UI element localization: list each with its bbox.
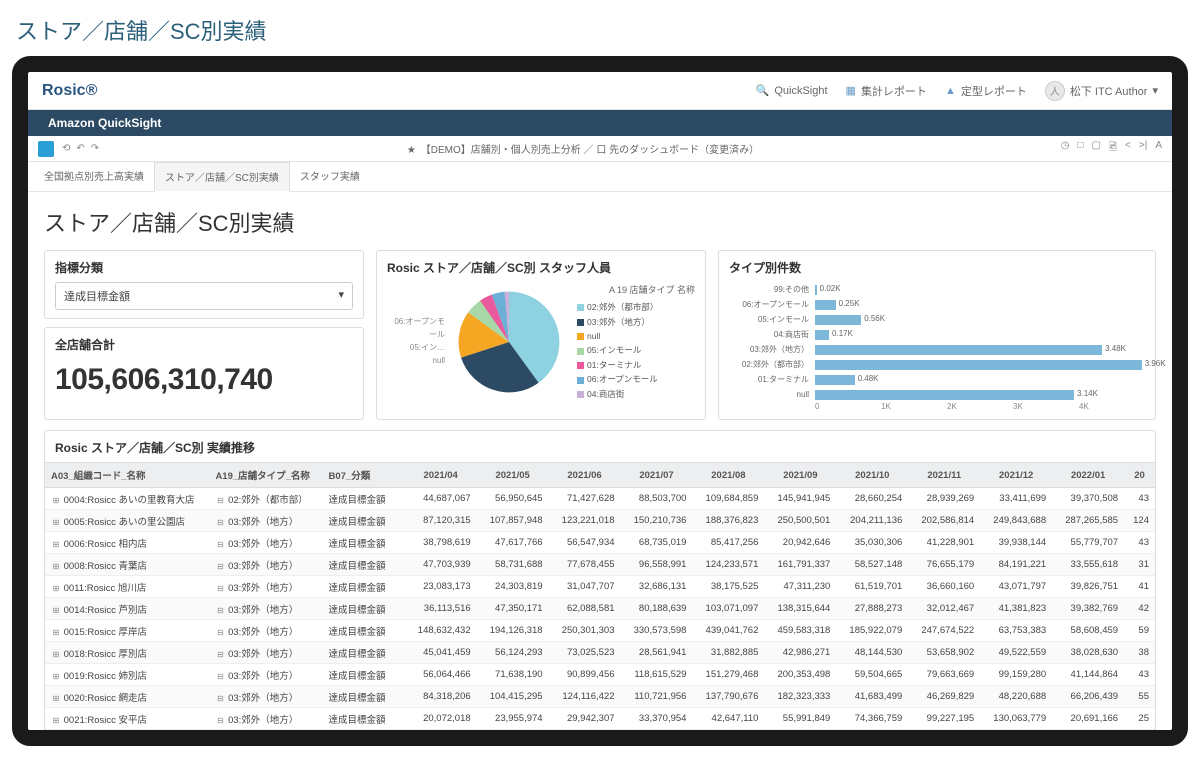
sheet-tab[interactable]: スタッフ実績: [290, 162, 370, 191]
legend-item: 06:オープンモール: [577, 372, 695, 386]
left-column: 指標分類 達成目標金額 ▾ 全店舗合計 105,606,310,740: [44, 250, 364, 420]
table-row[interactable]: ⊞ 0005:Rosicc あいの里公園店⊟ 03:郊外（地方）達成目標金額87…: [45, 510, 1155, 532]
toolbar: ⟲ ↶ ↷ ★ 【DEMO】店舗別・個人別売上分析 ／ 口 先のダッシュボード（変更…: [28, 136, 1172, 162]
table-header[interactable]: 2021/08: [692, 463, 764, 488]
chevron-down-icon: ▾: [338, 288, 344, 304]
bar-panel: タイプ別件数 99:その他0.02K06:オープンモール0.25K05:インモー…: [718, 250, 1156, 420]
hbar-row: 02:郊外（都市部）3.96K: [729, 357, 1145, 372]
legend-item: 04:商店街: [577, 387, 695, 401]
table-header[interactable]: 2021/06: [549, 463, 621, 488]
table-row[interactable]: ⊞ 0006:Rosicc 相内店⊟ 03:郊外（地方）達成目標金額38,798…: [45, 532, 1155, 554]
hbar-bar[interactable]: [815, 330, 829, 340]
hbar-row: 06:オープンモール0.25K: [729, 297, 1145, 312]
toolbar-icon[interactable]: <: [1125, 140, 1131, 157]
pie-title: Rosic ストア／店舗／SC別 スタッフ人員: [387, 259, 695, 276]
table-row[interactable]: ⊞ 0014:Rosicc 芦別店⊟ 03:郊外（地方）達成目標金額36,113…: [45, 598, 1155, 620]
avatar-icon: 人: [1045, 81, 1065, 101]
table-header[interactable]: 2021/11: [908, 463, 980, 488]
total-label: 全店舗合計: [55, 336, 353, 353]
hbar-bar[interactable]: [815, 300, 836, 310]
total-value: 105,606,310,740: [55, 359, 353, 399]
hbar-row: 05:インモール0.56K: [729, 312, 1145, 327]
table-row[interactable]: ⊞ 0022:Rosicc 安足間店⊟ 03:郊外（地方）達成目標金額27,77…: [45, 730, 1155, 731]
toolbar-icon[interactable]: A: [1155, 140, 1162, 157]
hbar-bar[interactable]: [815, 360, 1142, 370]
hbar-bar[interactable]: [815, 345, 1102, 355]
user-menu[interactable]: 人松下 ITC Author▾: [1045, 81, 1158, 101]
legend-item: 01:ターミナル: [577, 358, 695, 372]
table-row[interactable]: ⊞ 0021:Rosicc 安平店⊟ 03:郊外（地方）達成目標金額20,072…: [45, 708, 1155, 730]
table-row[interactable]: ⊞ 0019:Rosicc 姉別店⊟ 03:郊外（地方）達成目標金額56,064…: [45, 664, 1155, 686]
table-header[interactable]: A19_店舗タイプ_名称: [209, 463, 322, 488]
top-bar: Rosic® 🔍QuickSight ▦集計レポート ▲定型レポート 人松下 ITC …: [28, 72, 1172, 110]
pivot-table[interactable]: A03_組織コード_名称A19_店舗タイプ_名称B07_分類2021/04202…: [45, 462, 1155, 730]
table-header[interactable]: A03_組織コード_名称: [45, 463, 209, 488]
pie-panel: Rosic ストア／店舗／SC別 スタッフ人員 06:オープンモール05:イン……: [376, 250, 706, 420]
app-icon: [38, 141, 54, 157]
page-title: ストア／店舗／SC別実績: [44, 198, 1156, 250]
toolbar-icon[interactable]: ⟲: [62, 143, 70, 154]
table-row[interactable]: ⊞ 0004:Rosicc あいの里教育大店⊟ 02:郊外（都市部）達成目標金額…: [45, 488, 1155, 510]
hbar-bar[interactable]: [815, 375, 855, 385]
hbar-bar[interactable]: [815, 285, 817, 295]
hbar-bar[interactable]: [815, 315, 861, 325]
table-row[interactable]: ⊞ 0015:Rosicc 厚岸店⊟ 03:郊外（地方）達成目標金額148,63…: [45, 620, 1155, 642]
top-nav: 🔍QuickSight ▦集計レポート ▲定型レポート 人松下 ITC Author▾: [756, 81, 1158, 101]
sheet-tabs: 全国拠点別売上高実績ストア／店舗／SC別実績スタッフ実績: [28, 162, 1172, 192]
toolbar-icon[interactable]: ↶: [76, 143, 84, 154]
nav-item[interactable]: 🔍QuickSight: [756, 84, 828, 97]
rosic-logo: Rosic®: [42, 82, 97, 100]
breadcrumb: ★ 【DEMO】店舗別・個人別売上分析 ／ 口 先のダッシュボード（変更済み）: [113, 141, 1053, 156]
nav-item[interactable]: ▲定型レポート: [945, 83, 1027, 99]
total-panel: 全店舗合計 105,606,310,740: [44, 327, 364, 420]
toolbar-icon[interactable]: ↷: [91, 143, 99, 154]
nav-item[interactable]: ▦集計レポート: [846, 83, 927, 99]
table-header[interactable]: 2021/09: [764, 463, 836, 488]
table-panel: Rosic ストア／店舗／SC別 実績推移 A03_組織コード_名称A19_店舗…: [44, 430, 1156, 730]
legend-item: null: [577, 329, 695, 343]
table-row[interactable]: ⊞ 0011:Rosicc 旭川店⊟ 03:郊外（地方）達成目標金額23,083…: [45, 576, 1155, 598]
toolbar-icon[interactable]: >|: [1139, 140, 1147, 157]
hbar-row: 04:商店街0.17K: [729, 327, 1145, 342]
sheet-tab[interactable]: ストア／店舗／SC別実績: [154, 162, 290, 192]
device-frame: Rosic® 🔍QuickSight ▦集計レポート ▲定型レポート 人松下 ITC …: [12, 56, 1188, 746]
table-header[interactable]: 2021/05: [477, 463, 549, 488]
hbar-row: 99:その他0.02K: [729, 282, 1145, 297]
table-header[interactable]: 2021/12: [980, 463, 1052, 488]
table-header[interactable]: 20: [1124, 463, 1155, 488]
table-row[interactable]: ⊞ 0008:Rosicc 青葉店⊟ 03:郊外（地方）達成目標金額47,703…: [45, 554, 1155, 576]
filter-panel: 指標分類 達成目標金額 ▾: [44, 250, 364, 319]
hbar-row: null3.14K: [729, 387, 1145, 402]
hbar-bar[interactable]: [815, 390, 1074, 400]
table-header[interactable]: 2022/01: [1052, 463, 1124, 488]
table-row[interactable]: ⊞ 0018:Rosicc 厚別店⊟ 03:郊外（地方）達成目標金額45,041…: [45, 642, 1155, 664]
hbar-row: 03:郊外（地方）3.48K: [729, 342, 1145, 357]
bar-title: タイプ別件数: [729, 259, 1145, 276]
legend-item: 02:郊外（都市部）: [577, 300, 695, 314]
hbar-row: 01:ターミナル0.48K: [729, 372, 1145, 387]
legend-title: A 19 店舗タイプ 名称: [577, 283, 695, 298]
pie-legend: A 19 店舗タイプ 名称 02:郊外（都市部）03:郊外（地方）null05:…: [573, 283, 695, 401]
table-header[interactable]: 2021/07: [621, 463, 693, 488]
sheet-tab[interactable]: 全国拠点別売上高実績: [34, 162, 154, 191]
legend-item: 03:郊外（地方）: [577, 315, 695, 329]
toolbar-icon[interactable]: ◷: [1061, 140, 1070, 157]
table-row[interactable]: ⊞ 0020:Rosicc 網走店⊟ 03:郊外（地方）達成目標金額84,318…: [45, 686, 1155, 708]
legend-item: 05:インモール: [577, 343, 695, 357]
outer-page-title: ストア／店舗／SC別実績: [0, 0, 1200, 56]
toolbar-icon[interactable]: □: [1078, 140, 1084, 157]
toolbar-icon[interactable]: 🖻: [1109, 140, 1117, 157]
quicksight-bar: Amazon QuickSight: [28, 110, 1172, 136]
filter-value: 達成目標金額: [64, 288, 130, 304]
content-area: ストア／店舗／SC別実績 指標分類 達成目標金額 ▾ 全店舗合計 105,606…: [28, 192, 1172, 730]
filter-label: 指標分類: [55, 259, 353, 276]
table-header[interactable]: 2021/04: [405, 463, 477, 488]
table-header[interactable]: 2021/10: [836, 463, 908, 488]
pie-chart: [449, 282, 569, 402]
table-title: Rosic ストア／店舗／SC別 実績推移: [45, 431, 1155, 462]
toolbar-icon[interactable]: ▢: [1092, 140, 1101, 157]
table-header[interactable]: B07_分類: [322, 463, 404, 488]
filter-select[interactable]: 達成目標金額 ▾: [55, 282, 353, 310]
